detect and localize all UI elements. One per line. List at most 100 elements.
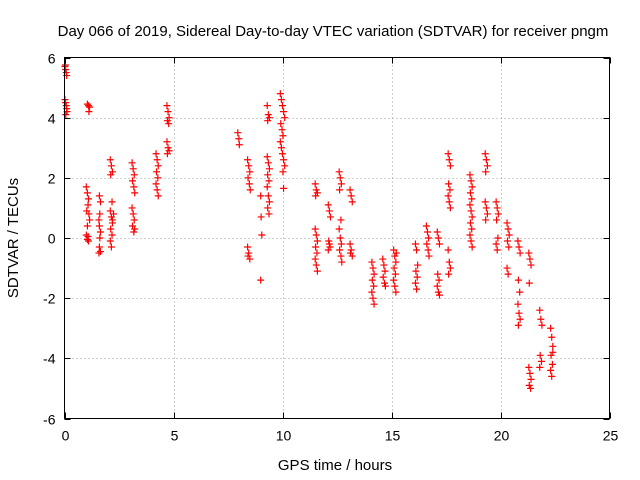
data-point xyxy=(482,156,490,164)
data-point xyxy=(108,216,116,224)
data-point xyxy=(483,210,491,218)
data-point xyxy=(435,240,443,248)
data-point xyxy=(370,300,378,308)
data-point xyxy=(84,102,92,110)
y-tick-label: 2 xyxy=(48,171,56,187)
data-point xyxy=(446,204,454,212)
data-point xyxy=(434,270,442,278)
data-point xyxy=(493,246,501,254)
data-point xyxy=(312,192,320,200)
data-point xyxy=(96,228,104,236)
data-point xyxy=(348,198,356,206)
data-point xyxy=(265,165,273,173)
data-point xyxy=(265,177,273,185)
data-point xyxy=(481,198,489,206)
data-point xyxy=(258,231,266,239)
data-point xyxy=(244,252,252,260)
data-point xyxy=(424,246,432,254)
data-point xyxy=(246,186,254,194)
data-point xyxy=(493,204,501,212)
data-point xyxy=(129,177,137,185)
data-point xyxy=(325,240,333,248)
data-point xyxy=(62,111,70,119)
data-point xyxy=(338,258,346,266)
data-point xyxy=(516,249,524,257)
data-point xyxy=(95,249,103,257)
data-point xyxy=(279,150,286,158)
data-point xyxy=(336,246,344,254)
x-axis-label: GPS time / hours xyxy=(278,457,392,474)
data-point xyxy=(324,246,332,254)
data-point xyxy=(492,240,500,248)
data-point xyxy=(96,248,104,256)
data-point xyxy=(164,144,172,152)
data-point xyxy=(423,240,431,248)
data-point xyxy=(527,375,535,383)
data-point xyxy=(244,243,252,251)
data-point xyxy=(108,198,116,206)
y-tick-label: -4 xyxy=(43,351,56,367)
data-point xyxy=(85,210,93,218)
data-point xyxy=(96,210,104,218)
y-tick-label: -2 xyxy=(43,291,56,307)
data-point xyxy=(547,366,555,374)
data-point xyxy=(391,252,399,260)
data-point xyxy=(154,162,162,170)
data-point xyxy=(433,228,441,236)
x-tick-label: 10 xyxy=(276,428,292,444)
data-point xyxy=(83,189,91,197)
data-point xyxy=(265,210,273,218)
data-point xyxy=(164,108,172,116)
data-point xyxy=(380,261,388,269)
data-point xyxy=(312,243,320,251)
x-tick-label: 15 xyxy=(385,428,401,444)
data-point xyxy=(444,192,452,200)
data-point xyxy=(336,174,344,182)
data-point xyxy=(445,270,453,278)
data-point xyxy=(264,159,272,167)
data-point xyxy=(311,255,319,263)
data-point xyxy=(95,192,103,200)
data-point xyxy=(391,282,399,290)
data-point xyxy=(505,231,513,239)
data-point xyxy=(494,234,502,242)
y-tick-label: 4 xyxy=(48,111,56,127)
data-point xyxy=(413,285,421,293)
data-point xyxy=(390,264,398,272)
data-point xyxy=(131,225,139,233)
data-point xyxy=(337,216,345,224)
axis-ticks xyxy=(64,57,611,420)
data-point xyxy=(264,117,272,125)
data-point xyxy=(246,168,254,176)
data-point xyxy=(527,261,535,269)
y-tick-label: 6 xyxy=(48,51,56,67)
data-point xyxy=(264,204,272,212)
x-tick-label: 25 xyxy=(603,428,619,444)
data-point xyxy=(163,138,171,146)
data-point xyxy=(370,282,378,290)
data-point xyxy=(312,231,320,239)
data-point xyxy=(84,201,92,209)
x-tick-labels: 0 5 10 15 20 25 xyxy=(62,428,619,444)
data-point xyxy=(391,270,399,278)
data-point xyxy=(130,171,138,179)
data-point xyxy=(379,255,387,263)
data-point xyxy=(422,222,430,230)
data-point xyxy=(311,180,319,188)
data-point xyxy=(326,213,334,221)
data-point xyxy=(481,150,489,158)
data-points xyxy=(61,61,557,392)
data-point xyxy=(435,276,443,284)
data-point xyxy=(336,186,344,194)
x-tick-label: 0 xyxy=(62,428,70,444)
data-point xyxy=(503,237,511,245)
data-point xyxy=(337,180,345,188)
data-point xyxy=(263,153,271,161)
data-point xyxy=(152,150,160,158)
data-point xyxy=(446,186,454,194)
data-point xyxy=(516,315,524,323)
data-point xyxy=(336,234,344,242)
data-point xyxy=(548,333,556,341)
data-point xyxy=(325,207,333,215)
data-point xyxy=(392,288,400,296)
